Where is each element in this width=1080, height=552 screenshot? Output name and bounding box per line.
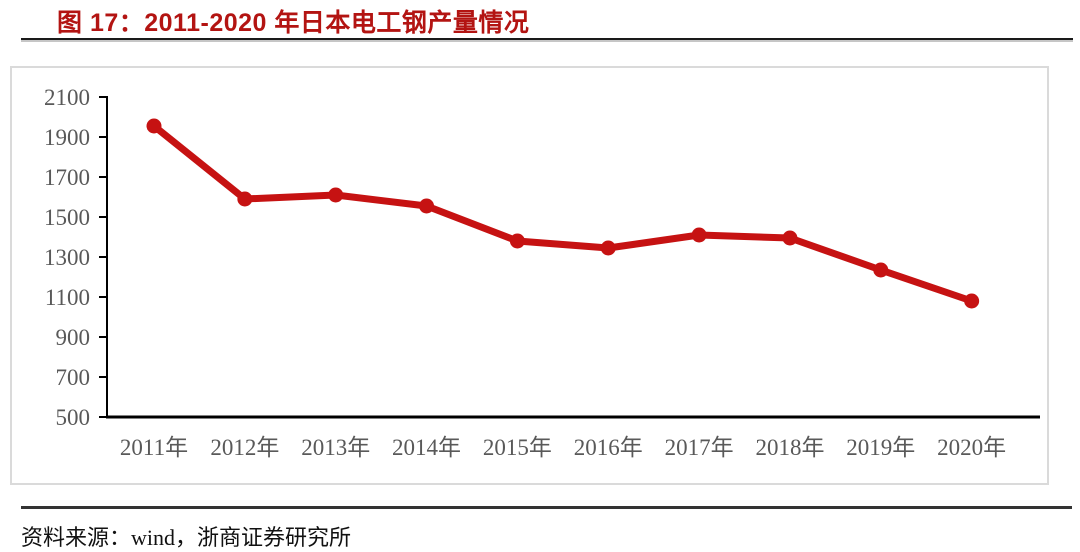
y-tick-label: 900 (56, 325, 91, 350)
data-point-2013年 (328, 187, 344, 203)
y-tick-label: 500 (56, 405, 91, 430)
footer-divider (21, 506, 1072, 509)
x-tick-label: 2016年 (574, 435, 643, 460)
data-point-2015年 (509, 233, 525, 249)
y-tick-label: 1900 (44, 125, 90, 150)
source-note: 资料来源：wind，浙商证券研究所 (21, 525, 352, 550)
y-tick-label: 1300 (44, 245, 90, 270)
x-tick-label: 2019年 (846, 435, 915, 460)
production-line (150, 122, 976, 305)
x-tick-label: 2011年 (120, 435, 188, 460)
data-point-2012年 (237, 191, 253, 207)
y-tick-label: 700 (56, 365, 91, 390)
title-divider (21, 38, 1073, 40)
x-tick-label: 2020年 (937, 435, 1006, 460)
figure-title: 图 17：2011-2020 年日本电工钢产量情况 (57, 9, 530, 37)
y-tick-label: 2100 (44, 85, 90, 110)
data-point-2017年 (691, 227, 707, 243)
x-tick-label: 2014年 (392, 435, 461, 460)
data-point-2016年 (600, 240, 616, 256)
y-tick-label: 1100 (45, 285, 90, 310)
x-tick-label: 2018年 (755, 435, 824, 460)
data-point-2020年 (964, 293, 980, 309)
data-point-2019年 (873, 262, 889, 278)
x-tick-label: 2012年 (210, 435, 279, 460)
x-tick-label: 2015年 (483, 435, 552, 460)
x-tick-label: 2017年 (665, 435, 734, 460)
x-tick-label: 2013年 (301, 435, 370, 460)
y-tick-label: 1500 (44, 205, 90, 230)
data-point-2011年 (146, 118, 162, 134)
y-tick-label: 1700 (44, 165, 90, 190)
data-point-2018年 (782, 230, 798, 246)
data-point-2014年 (419, 198, 435, 214)
